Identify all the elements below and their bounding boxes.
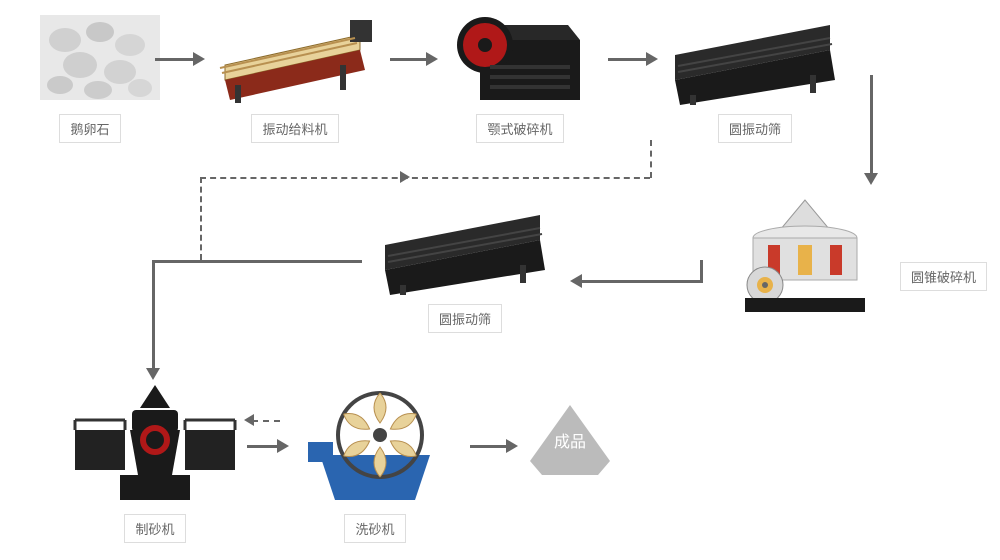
node-pebbles: 鹅卵石: [30, 10, 150, 143]
arrowhead-icon: [426, 52, 438, 66]
dashed-recycle-sm: [252, 420, 280, 422]
arrow-screen1-cone: [870, 75, 873, 175]
arrow-jaw-screen1: [608, 58, 648, 61]
arrowhead-icon: [146, 368, 160, 380]
node-cone: [720, 190, 890, 320]
jaw-crusher-icon: [440, 10, 600, 110]
label-screen2: 圆振动筛: [428, 304, 502, 333]
node-jaw: 颚式破碎机: [440, 10, 600, 143]
label-cone: 圆锥破碎机: [900, 262, 987, 291]
vibrating-screen-icon-2: [370, 200, 560, 300]
arrow-feeder-jaw: [390, 58, 428, 61]
arrowhead-icon: [277, 439, 289, 453]
arrowhead-icon: [193, 52, 205, 66]
arrowhead-icon: [570, 274, 582, 288]
arrowhead-dashed-icon: [244, 414, 254, 426]
label-jaw: 颚式破碎机: [476, 114, 563, 143]
arrowhead-icon: [506, 439, 518, 453]
dashed-recycle-jaw-v2: [650, 140, 652, 178]
pebbles-icon: [30, 10, 170, 110]
arrow-cone-screen2-v: [700, 260, 703, 282]
node-screen1: 圆振动筛: [660, 10, 850, 143]
label-pebbles: 鹅卵石: [59, 114, 120, 143]
arrowhead-icon: [864, 173, 878, 185]
cone-crusher-icon: [720, 190, 890, 320]
arrowhead-icon: [646, 52, 658, 66]
label-product: 成品: [554, 428, 586, 452]
product-icon: 成品: [530, 405, 610, 475]
node-washer: 洗砂机: [290, 380, 460, 543]
arrow-screen2-sm-h: [152, 260, 362, 263]
dashed-recycle-jaw-v: [200, 177, 202, 260]
feeder-icon: [210, 10, 380, 110]
label-washer: 洗砂机: [344, 514, 405, 543]
label-sandmaker: 制砂机: [124, 514, 185, 543]
arrow-pebbles-feeder: [155, 58, 195, 61]
vibrating-screen-icon: [660, 10, 850, 110]
node-product: 成品: [530, 405, 610, 475]
node-sandmaker: 制砂机: [70, 380, 240, 543]
sand-washer-icon: [290, 380, 460, 510]
arrow-washer-product: [470, 445, 508, 448]
arrow-screen2-sm-v: [152, 260, 155, 370]
dashed-recycle-jaw-h: [200, 177, 650, 179]
node-feeder: 振动给料机: [210, 10, 380, 143]
label-screen1: 圆振动筛: [718, 114, 792, 143]
arrowhead-dashed-icon: [400, 171, 410, 183]
arrow-cone-screen2-h: [580, 280, 703, 283]
arrow-sm-washer: [247, 445, 279, 448]
node-screen2: 圆振动筛: [370, 200, 560, 333]
label-feeder: 振动给料机: [251, 114, 338, 143]
sand-maker-icon: [70, 380, 240, 510]
